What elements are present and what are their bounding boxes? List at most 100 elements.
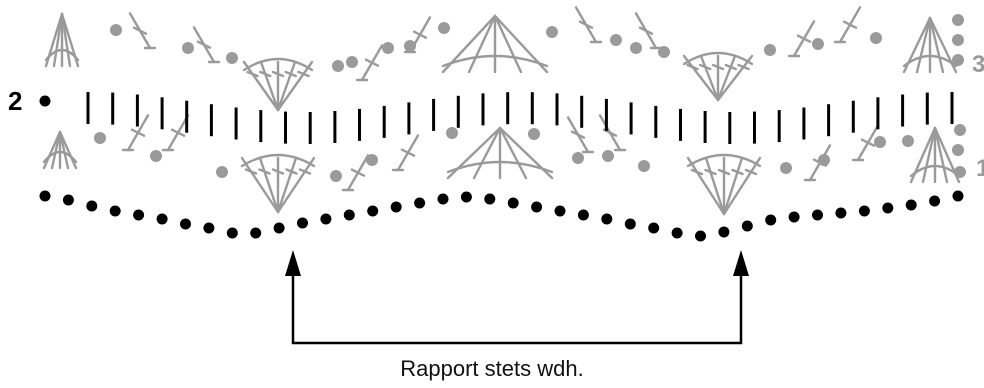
chain-stitch bbox=[788, 211, 800, 223]
stitch-fan bbox=[682, 51, 754, 102]
grey-dot-stitch bbox=[366, 154, 378, 166]
grey-dot-stitch bbox=[404, 40, 416, 52]
slanted-stitch bbox=[128, 12, 157, 50]
chain-stitch bbox=[577, 209, 589, 221]
chain-stitch bbox=[297, 217, 308, 229]
slanted-stitch bbox=[192, 26, 221, 64]
grey-dot-stitch bbox=[818, 154, 830, 166]
grey-stitch-rows bbox=[42, 6, 961, 216]
row-label-1: 1 bbox=[976, 155, 984, 182]
chain-stitch bbox=[507, 197, 519, 209]
chain-stitch bbox=[835, 207, 847, 219]
grey-dot-stitch bbox=[182, 42, 194, 54]
row-label-2-dot bbox=[39, 95, 51, 107]
grey-dot-stitch bbox=[150, 150, 162, 162]
chain-stitch bbox=[203, 222, 215, 234]
grey-dot-stitch bbox=[812, 38, 824, 50]
grey-dot-stitch bbox=[954, 166, 966, 178]
grey-dot-stitch bbox=[110, 24, 122, 36]
chain-stitch bbox=[858, 205, 870, 217]
slanted-stitch bbox=[566, 116, 595, 154]
grey-dot-stitch bbox=[952, 54, 964, 66]
chain-stitch bbox=[367, 205, 379, 217]
foundation-chain bbox=[39, 190, 964, 242]
stitch-shell bbox=[909, 126, 961, 184]
grey-dot-stitch bbox=[528, 128, 540, 140]
slanted-stitch bbox=[391, 134, 420, 172]
repeat-bracket bbox=[285, 250, 749, 345]
row-label-3: 3 bbox=[972, 51, 984, 78]
grey-dot-stitch bbox=[610, 34, 622, 46]
grey-dot-stitch bbox=[658, 46, 670, 58]
chain-stitch bbox=[648, 222, 660, 234]
chain-stitch bbox=[952, 190, 964, 202]
chain-stitch bbox=[86, 200, 98, 212]
grey-dot-stitch bbox=[954, 124, 966, 136]
chain-stitch bbox=[133, 209, 145, 221]
chain-stitch bbox=[39, 190, 51, 202]
grey-dot-stitch bbox=[332, 60, 344, 72]
chain-stitch bbox=[624, 218, 636, 230]
grey-dot-stitch bbox=[94, 132, 106, 144]
chain-stitch bbox=[741, 220, 753, 232]
chain-stitch bbox=[414, 197, 426, 209]
chain-stitch bbox=[531, 201, 543, 213]
chain-stitch bbox=[601, 213, 613, 225]
slanted-stitch bbox=[121, 114, 150, 152]
chain-stitch bbox=[671, 227, 683, 239]
stitch-shell bbox=[446, 126, 554, 180]
grey-dot-stitch bbox=[952, 144, 964, 156]
chain-stitch bbox=[320, 213, 332, 225]
chain-stitch bbox=[250, 227, 262, 239]
slanted-stitch bbox=[341, 154, 370, 192]
grey-dot-stitch bbox=[438, 22, 450, 34]
grey-dot-stitch bbox=[764, 44, 776, 56]
grey-dot-stitch bbox=[226, 52, 238, 64]
chain-stitch bbox=[929, 195, 941, 207]
chain-stitch bbox=[273, 222, 285, 234]
slanted-stitch bbox=[598, 114, 627, 152]
chain-stitch bbox=[905, 199, 917, 211]
chain-stitch bbox=[343, 209, 355, 221]
slanted-stitch bbox=[574, 6, 603, 44]
grey-dot-stitch bbox=[630, 42, 642, 54]
row-2-bar-stitches bbox=[86, 92, 954, 144]
stitch-shell bbox=[42, 130, 78, 170]
grey-dot-stitch bbox=[546, 26, 558, 38]
grey-dot-stitch bbox=[330, 170, 342, 182]
grey-dot-stitch bbox=[780, 162, 792, 174]
slanted-stitch bbox=[355, 44, 384, 82]
stitch-shell bbox=[44, 12, 80, 68]
grey-dot-stitch bbox=[572, 152, 584, 164]
chain-stitch bbox=[437, 193, 449, 205]
grey-dot-stitch bbox=[602, 150, 614, 162]
stitch-shell bbox=[441, 14, 549, 74]
chain-stitch bbox=[180, 218, 191, 230]
grey-dot-stitch bbox=[902, 135, 914, 147]
slanted-stitch bbox=[851, 124, 880, 162]
chain-stitch bbox=[109, 205, 121, 217]
stitch-fan bbox=[686, 153, 762, 216]
grey-dot-stitch bbox=[216, 166, 228, 178]
left-arrow-head bbox=[285, 250, 301, 276]
chain-stitch bbox=[812, 209, 823, 221]
stitch-fan bbox=[242, 57, 314, 112]
slanted-stitch bbox=[787, 20, 816, 58]
stitch-shell bbox=[902, 16, 958, 74]
chain-stitch bbox=[695, 230, 706, 242]
grey-dot-stitch bbox=[446, 127, 458, 139]
grey-dot-stitch bbox=[346, 56, 358, 68]
grey-dot-stitch bbox=[638, 160, 650, 172]
stitch-fan bbox=[240, 153, 316, 214]
grey-dot-stitches bbox=[94, 14, 966, 182]
row-label-2: 2 bbox=[8, 86, 22, 116]
chain-stitch bbox=[554, 205, 566, 217]
chain-stitch bbox=[62, 194, 74, 206]
grey-dot-stitch bbox=[952, 34, 964, 46]
grey-dot-stitch bbox=[952, 14, 964, 26]
repeat-caption: Rapport stets wdh. bbox=[400, 356, 584, 381]
grey-dot-stitch bbox=[870, 32, 882, 44]
chain-stitch bbox=[226, 227, 238, 239]
chain-stitch bbox=[765, 214, 777, 226]
